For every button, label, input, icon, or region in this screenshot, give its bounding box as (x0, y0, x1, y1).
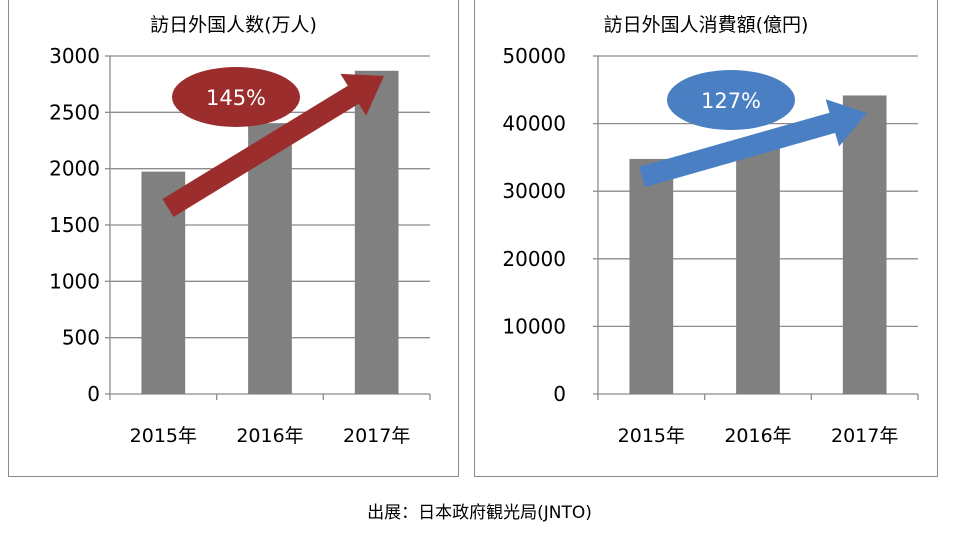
y-tick-label: 30000 (502, 179, 566, 203)
x-tick-label: 2015年 (130, 425, 197, 447)
chart-title: 訪日外国人数(万人) (150, 14, 317, 36)
y-tick-label: 10000 (502, 314, 566, 338)
growth-ellipse (172, 67, 300, 127)
y-tick-label: 0 (87, 382, 100, 406)
growth-arrow (639, 99, 867, 188)
x-tick-label: 2016年 (724, 425, 791, 447)
x-tick-label: 2016年 (236, 425, 303, 447)
bar-2015年 (629, 158, 674, 394)
growth-ellipse (667, 70, 795, 130)
growth-arrow (162, 73, 384, 218)
y-tick-label: 1000 (49, 269, 100, 293)
y-tick-label: 2500 (49, 100, 100, 124)
y-tick-label: 3000 (49, 44, 100, 68)
growth-label: 127% (701, 89, 761, 113)
y-tick-label: 20000 (502, 247, 566, 271)
growth-label: 145% (206, 86, 266, 110)
bar-2016年 (248, 123, 292, 395)
chart-panel-spending: 訪日外国人消費額(億円) (474, 0, 938, 477)
y-tick-label: 40000 (502, 112, 566, 136)
x-tick-label: 2017年 (343, 425, 410, 447)
y-tick-label: 0 (553, 382, 566, 406)
y-tick-label: 2000 (49, 157, 100, 181)
bar-2016年 (736, 140, 780, 394)
bar-2017年 (842, 95, 887, 395)
chart-title: 訪日外国人消費額(億円) (603, 14, 809, 36)
bar-2017年 (354, 70, 399, 394)
x-tick-label: 2015年 (618, 425, 685, 447)
chart-panel-visitors: 訪日外国人数(万人) (8, 0, 459, 477)
y-tick-label: 50000 (502, 44, 566, 68)
y-tick-label: 1500 (49, 213, 100, 237)
x-tick-label: 2017年 (831, 425, 898, 447)
source-note: 出展：日本政府観光局(JNTO) (367, 503, 592, 523)
y-tick-label: 500 (62, 326, 100, 350)
